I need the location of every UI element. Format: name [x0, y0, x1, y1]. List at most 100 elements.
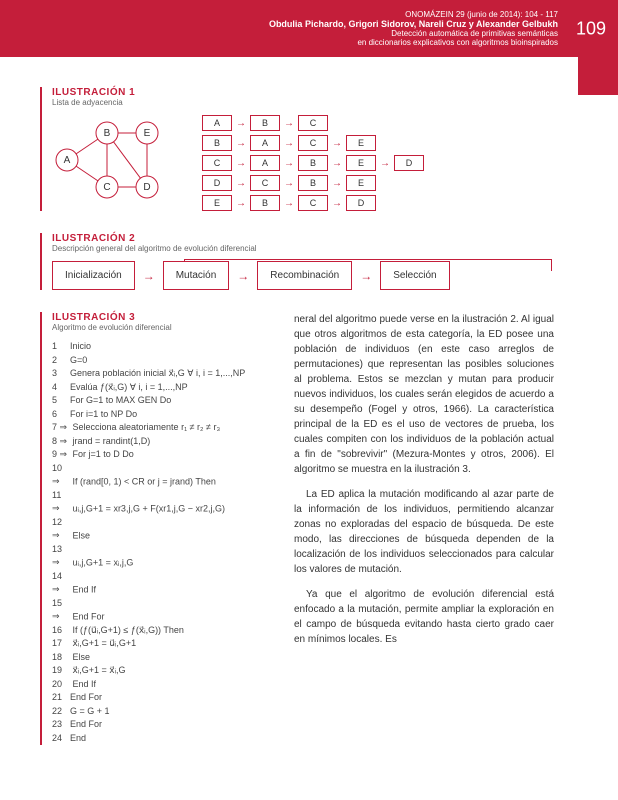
arrow-icon: →: [330, 158, 344, 169]
illus3-title: ILUSTRACIÓN 3: [52, 312, 270, 323]
flow-step: Mutación: [163, 261, 230, 290]
algo-line: 8 ⇒ jrand = randint(1,D): [52, 435, 270, 449]
adjacency-cell: B: [202, 135, 232, 151]
algo-line: 23End For: [52, 718, 270, 732]
algo-line: 5For G=1 to MAX GEN Do: [52, 394, 270, 408]
svg-text:C: C: [103, 182, 110, 193]
flow-step: Recombinación: [257, 261, 352, 290]
algo-line: 22G = G + 1: [52, 705, 270, 719]
page-number: 109: [576, 18, 606, 39]
page-header: ONOMÁZEIN 29 (junio de 2014): 104 - 117 …: [0, 0, 618, 57]
adjacency-cell: C: [298, 115, 328, 131]
page-content: ILUSTRACIÓN 1 Lista de adyacencia ABCDE …: [0, 57, 618, 787]
adjacency-list: A→B→CB→A→C→EC→A→B→E→DD→C→B→EE→B→C→D: [202, 115, 424, 211]
illus2-title: ILUSTRACIÓN 2: [52, 233, 578, 244]
arrow-icon: →: [330, 138, 344, 149]
arrow-icon: →: [330, 198, 344, 209]
algo-line: 24End: [52, 732, 270, 746]
adjacency-row: D→C→B→E: [202, 175, 424, 191]
arrow-icon: →: [234, 138, 248, 149]
paragraph-1: neral del algoritmo puede verse en la il…: [294, 312, 554, 477]
paper-title-2: en diccionarios explicativos con algorit…: [40, 38, 558, 47]
algo-line: 20 End If: [52, 678, 270, 692]
red-tab-decoration: [578, 55, 618, 95]
adjacency-cell: E: [202, 195, 232, 211]
adjacency-cell: C: [202, 155, 232, 171]
algo-line: 19 x⃗ᵢ,G+1 = x⃗ᵢ,G: [52, 664, 270, 678]
algo-line: 6For i=1 to NP Do: [52, 408, 270, 422]
arrow-icon: →: [135, 269, 163, 283]
adjacency-cell: E: [346, 155, 376, 171]
arrow-icon: →: [330, 178, 344, 189]
adjacency-cell: C: [298, 195, 328, 211]
flow-step: Selección: [380, 261, 449, 290]
adjacency-row: B→A→C→E: [202, 135, 424, 151]
algo-line: 12 ⇒ Else: [52, 516, 270, 543]
algo-line: 7 ⇒ Selecciona aleatoriamente r₁ ≠ r₂ ≠ …: [52, 421, 270, 435]
arrow-icon: →: [282, 178, 296, 189]
adjacency-cell: D: [346, 195, 376, 211]
adjacency-cell: A: [250, 135, 280, 151]
algo-line: 14 ⇒ End If: [52, 570, 270, 597]
arrow-icon: →: [234, 198, 248, 209]
paragraph-2: La ED aplica la mutación modificando al …: [294, 487, 554, 577]
flow-step: Inicialización: [52, 261, 135, 290]
feedback-loop-line: [184, 259, 552, 271]
arrow-icon: →: [282, 138, 296, 149]
adjacency-cell: D: [202, 175, 232, 191]
adjacency-row: A→B→C: [202, 115, 424, 131]
adjacency-cell: D: [394, 155, 424, 171]
algo-line: 4Evalúa ƒ(x⃗ᵢ,G) ∀ i, i = 1,...,NP: [52, 381, 270, 395]
illus1-title: ILUSTRACIÓN 1: [52, 87, 578, 98]
arrow-icon: →: [234, 118, 248, 129]
algo-line: 9 ⇒ For j=1 to D Do: [52, 448, 270, 462]
algo-line: 21End For: [52, 691, 270, 705]
illustration-1: ILUSTRACIÓN 1 Lista de adyacencia ABCDE …: [40, 87, 578, 211]
svg-text:E: E: [144, 128, 151, 139]
algo-line: 15 ⇒ End For: [52, 597, 270, 624]
illus2-subtitle: Descripción general del algoritmo de evo…: [52, 244, 578, 253]
algo-line: 11 ⇒ uᵢ,j,G+1 = xr3,j,G + F(xr1,j,G − xr…: [52, 489, 270, 516]
arrow-icon: →: [282, 158, 296, 169]
adjacency-cell: E: [346, 135, 376, 151]
arrow-icon: →: [282, 118, 296, 129]
algo-line: 2G=0: [52, 354, 270, 368]
paragraph-3: Ya que el algoritmo de evolución diferen…: [294, 587, 554, 647]
algo-line: 16 If (ƒ(u⃗ᵢ,G+1) ≤ ƒ(x⃗ᵢ,G)) Then: [52, 624, 270, 638]
body-text-column: neral del algoritmo puede verse en la il…: [294, 312, 554, 767]
adjacency-cell: C: [250, 175, 280, 191]
illustration-3: ILUSTRACIÓN 3 Algoritmo de evolución dif…: [40, 312, 270, 745]
adjacency-cell: B: [250, 115, 280, 131]
adjacency-graph: A B C D E: [52, 115, 172, 205]
algorithm-pseudocode: 1Inicio2G=03Genera población inicial x⃗ᵢ…: [52, 340, 270, 745]
journal-info: ONOMÁZEIN 29 (junio de 2014): 104 - 117: [40, 10, 558, 19]
adjacency-cell: B: [298, 155, 328, 171]
arrow-icon: →: [234, 178, 248, 189]
algo-line: 10 ⇒ If (rand[0, 1) < CR or j = jrand) T…: [52, 462, 270, 489]
algo-line: 18 Else: [52, 651, 270, 665]
adjacency-cell: A: [250, 155, 280, 171]
flowchart: Inicialización→Mutación→Recombinación→Se…: [52, 261, 552, 290]
arrow-icon: →: [282, 198, 296, 209]
svg-text:A: A: [64, 155, 71, 166]
algo-line: 17 x⃗ᵢ,G+1 = u⃗ᵢ,G+1: [52, 637, 270, 651]
illustration-2: ILUSTRACIÓN 2 Descripción general del al…: [40, 233, 578, 290]
algo-line: 13 ⇒ uᵢ,j,G+1 = xᵢ,j,G: [52, 543, 270, 570]
arrow-icon: →: [234, 158, 248, 169]
adjacency-cell: A: [202, 115, 232, 131]
adjacency-cell: B: [250, 195, 280, 211]
arrow-icon: →: [378, 158, 392, 169]
illus1-subtitle: Lista de adyacencia: [52, 98, 578, 107]
illus3-subtitle: Algoritmo de evolución diferencial: [52, 323, 270, 332]
algo-line: 1Inicio: [52, 340, 270, 354]
adjacency-row: C→A→B→E→D: [202, 155, 424, 171]
adjacency-row: E→B→C→D: [202, 195, 424, 211]
authors: Obdulia Pichardo, Grigori Sidorov, Narel…: [40, 19, 558, 29]
svg-text:B: B: [104, 128, 111, 139]
adjacency-cell: B: [298, 175, 328, 191]
paper-title-1: Detección automática de primitivas semán…: [40, 29, 558, 38]
adjacency-cell: E: [346, 175, 376, 191]
algo-line: 3Genera población inicial x⃗ᵢ,G ∀ i, i =…: [52, 367, 270, 381]
svg-text:D: D: [143, 182, 150, 193]
adjacency-cell: C: [298, 135, 328, 151]
